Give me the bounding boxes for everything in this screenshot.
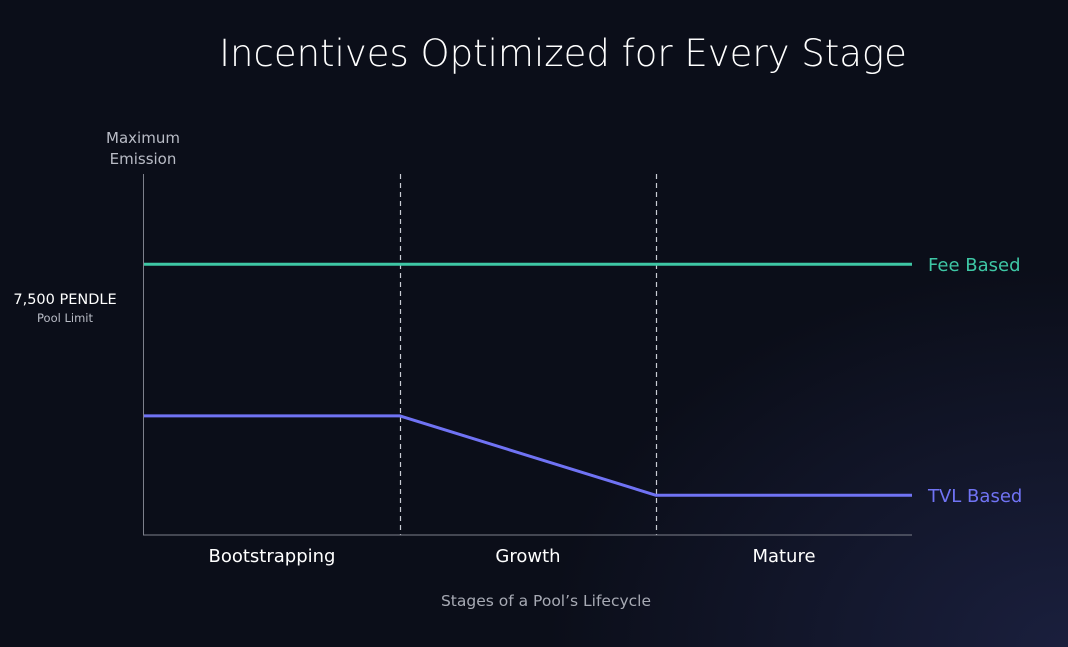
stage-labels: Bootstrapping Growth Mature — [209, 546, 816, 567]
stage-dividers — [399, 174, 658, 535]
stage-label-mature: Mature — [752, 546, 815, 567]
stage-label-growth: Growth — [495, 546, 560, 567]
reference-value-label: 7,500 PENDLE — [13, 292, 116, 308]
series-lines: Fee Based TVL Based — [144, 255, 1022, 507]
series-label-fee-based: Fee Based — [928, 255, 1021, 276]
chart-title: Incentives Optimized for Every Stage — [219, 32, 907, 75]
y-axis-label-line-2: Emission — [110, 150, 177, 168]
y-axis-label: Maximum Emission — [106, 129, 180, 168]
stage-label-bootstrapping: Bootstrapping — [209, 546, 336, 567]
reference-sublabel: Pool Limit — [37, 311, 93, 325]
x-axis-label: Stages of a Pool’s Lifecycle — [441, 592, 651, 610]
series-line-tvl-based — [144, 414, 912, 497]
series-label-tvl-based: TVL Based — [927, 486, 1022, 507]
y-axis-label-line-1: Maximum — [106, 129, 180, 147]
